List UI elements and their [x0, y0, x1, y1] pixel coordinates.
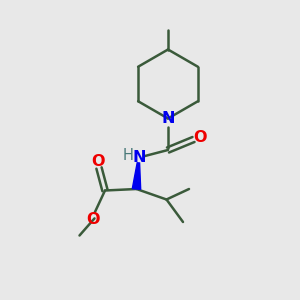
Text: N: N	[133, 150, 146, 165]
Text: O: O	[193, 130, 207, 146]
Polygon shape	[132, 163, 141, 189]
Text: N: N	[161, 111, 175, 126]
Text: O: O	[86, 212, 100, 227]
Text: H: H	[123, 148, 134, 163]
Text: O: O	[92, 154, 105, 169]
